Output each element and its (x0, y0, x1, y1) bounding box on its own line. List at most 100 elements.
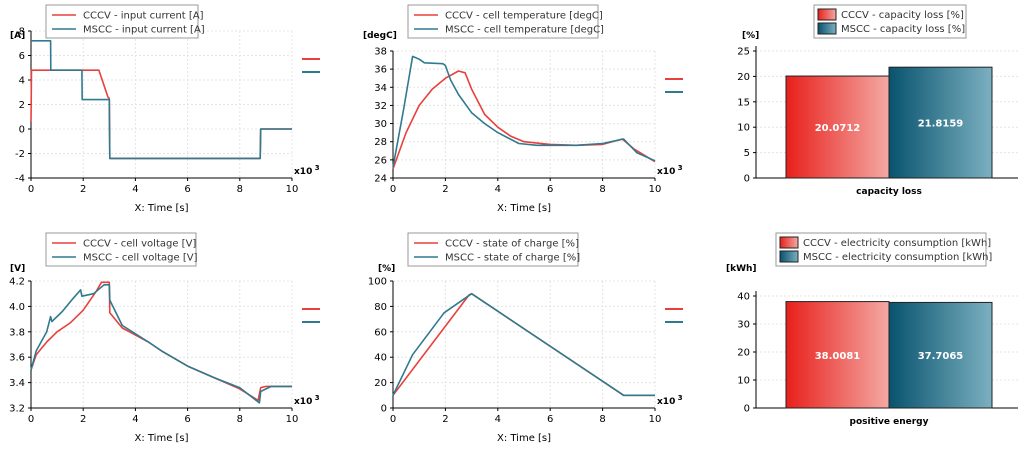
y-tick-label: 6 (19, 51, 25, 62)
x-tick-label: 4 (495, 184, 501, 195)
y-tick-label: 25 (737, 47, 750, 58)
y-tick-label: 10 (737, 376, 750, 387)
category-label: positive energy (850, 417, 929, 427)
series-line-cccv (392, 70, 656, 170)
y-tick-label: 0 (744, 404, 750, 415)
x-tick-label: 8 (237, 184, 243, 195)
y-unit-label: [degC] (363, 31, 397, 41)
chart-1: [A] -4 -2 0 2 4 6 8 0 2 4 6 8 10 x10 3 X: Time [s] CCCV … (10, 4, 320, 214)
legend-entry: MSCC - electricity consumption [kWh] (803, 252, 992, 263)
legend-entry: MSCC - state of charge [%] (445, 253, 580, 264)
x-tick-label: 2 (80, 414, 86, 425)
bar-value-label: 38.0081 (815, 351, 861, 362)
x-tick-label: 4 (495, 414, 501, 425)
x-tick-label: 4 (132, 184, 138, 195)
legend-entry: MSCC - capacity loss [%] (841, 24, 965, 35)
x-tick-label: 8 (599, 184, 605, 195)
x-scale-factor: x10 3 (657, 164, 683, 177)
series-line-mscc (392, 55, 656, 168)
y-tick-label: 0 (381, 404, 387, 415)
y-unit-label: [%] (742, 31, 759, 41)
series-line-cccv (30, 69, 292, 160)
bar-cccv (785, 75, 890, 179)
chart-6: [kWh] 0 10 20 30 40 38.0081 37.7065 positive ene… (726, 232, 1018, 427)
x-tick-label: 6 (547, 414, 553, 425)
legend-entry: CCCV - electricity consumption [kWh] (803, 238, 991, 249)
y-unit-label: [A] (10, 31, 25, 41)
x-tick-label: 2 (442, 184, 448, 195)
y-tick-label: 0 (744, 174, 750, 185)
x-tick-label: 6 (547, 184, 553, 195)
x-scale-factor: x10 3 (294, 394, 320, 407)
y-tick-label: 24 (374, 174, 387, 185)
x-tick-label: 6 (184, 184, 190, 195)
y-tick-label: 3.4 (9, 378, 25, 389)
y-tick-label: 4 (19, 76, 25, 87)
legend-swatch-mscc (817, 22, 837, 35)
x-tick-label: 0 (28, 184, 34, 195)
y-tick-label: 4.0 (9, 302, 25, 313)
legend-box (775, 232, 987, 267)
x-axis-label: X: Time [s] (134, 433, 188, 444)
legend-entry: CCCV - cell temperature [degC] (445, 11, 603, 22)
x-tick-label: 10 (649, 184, 662, 195)
x-tick-label: 0 (390, 414, 396, 425)
y-tick-label: 80 (374, 302, 387, 313)
y-tick-label: 10 (737, 123, 750, 134)
x-tick-label: 6 (184, 414, 190, 425)
x-tick-label: 10 (286, 184, 299, 195)
legend-entry: CCCV - state of charge [%] (445, 239, 579, 250)
y-tick-label: 60 (374, 327, 387, 338)
bar-mscc (888, 66, 993, 179)
y-tick-label: 20 (737, 348, 750, 359)
legend-entry: MSCC - cell voltage [V] (83, 253, 198, 264)
bar-value-label: 37.7065 (918, 351, 964, 362)
y-tick-label: -2 (15, 149, 25, 160)
legend-box (407, 4, 599, 39)
y-tick-label: 4.2 (9, 277, 25, 288)
legend-entry: MSCC - cell temperature [degC] (445, 25, 604, 36)
x-tick-label: 4 (132, 414, 138, 425)
legend-box (407, 232, 579, 267)
series-line-mscc (30, 284, 292, 404)
x-scale-factor: x10 3 (294, 164, 320, 177)
y-tick-label: 40 (737, 292, 750, 303)
x-axis-label: X: Time [s] (497, 203, 551, 214)
y-tick-label: 0 (19, 125, 25, 136)
chart-3: [%] 0 5 10 15 20 25 20.0712 21.8159 capacity loss… (737, 4, 1018, 197)
y-tick-label: 36 (374, 65, 387, 76)
y-tick-label: 5 (744, 148, 750, 159)
legend-entry: CCCV - cell voltage [V] (83, 239, 196, 250)
y-tick-label: 15 (737, 97, 750, 108)
x-tick-label: 8 (237, 414, 243, 425)
x-tick-label: 0 (390, 184, 396, 195)
series-line-cccv (392, 292, 655, 397)
y-unit-label: [%] (378, 264, 395, 274)
legend-entry: MSCC - input current [A] (83, 25, 205, 36)
bar-value-label: 20.0712 (815, 123, 861, 134)
y-tick-label: 3.6 (9, 353, 25, 364)
x-axis-label: X: Time [s] (497, 433, 551, 444)
x-tick-label: 10 (286, 414, 299, 425)
x-tick-label: 10 (649, 414, 662, 425)
y-tick-label: 8 (19, 27, 25, 38)
legend-swatch-mscc (779, 250, 799, 263)
y-tick-label: 30 (737, 320, 750, 331)
y-unit-label: [kWh] (726, 264, 757, 274)
x-tick-label: 8 (599, 414, 605, 425)
y-unit-label: [V] (10, 264, 25, 274)
bar-cccv (785, 301, 890, 409)
y-tick-label: 40 (374, 353, 387, 364)
legend-swatch-cccv (817, 8, 837, 21)
bar-mscc (888, 301, 993, 409)
x-scale-factor: x10 3 (657, 394, 683, 407)
y-tick-label: 28 (374, 137, 387, 148)
y-tick-label: 20 (374, 378, 387, 389)
y-tick-label: 30 (374, 119, 387, 130)
y-tick-label: 3.8 (9, 327, 25, 338)
y-tick-label: 20 (737, 72, 750, 83)
y-tick-label: -4 (15, 174, 25, 185)
legend-box (45, 4, 199, 39)
series-line-mscc (31, 40, 292, 160)
